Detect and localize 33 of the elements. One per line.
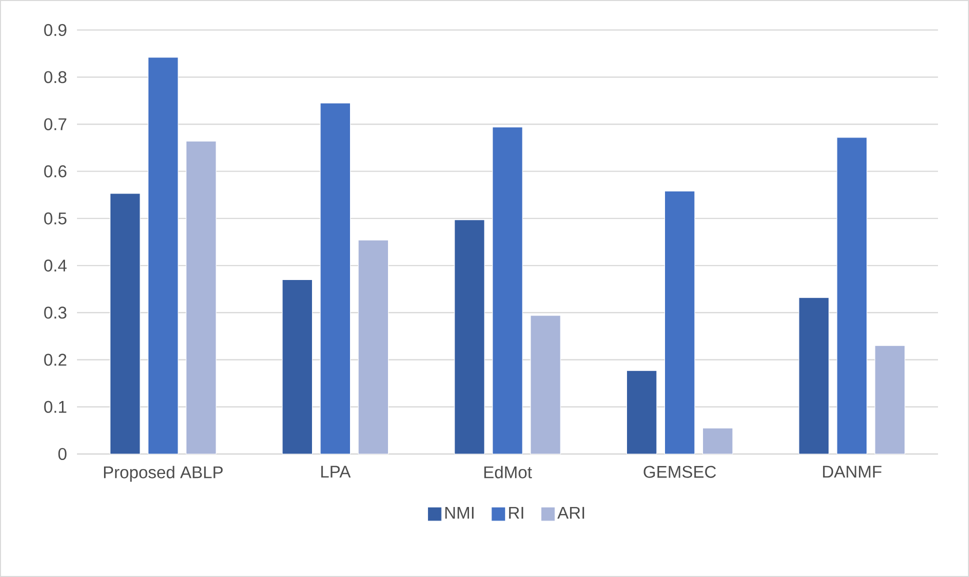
bar bbox=[110, 193, 140, 454]
x-tick-label: EdMot bbox=[484, 466, 532, 478]
y-tick-label: 0.5 bbox=[44, 212, 66, 224]
bar bbox=[626, 370, 658, 454]
bar bbox=[282, 279, 313, 454]
bar bbox=[148, 57, 178, 454]
legend-label: ARI bbox=[557, 506, 584, 519]
bar bbox=[836, 137, 868, 454]
bar bbox=[874, 345, 906, 454]
y-tick-label: 0.6 bbox=[44, 165, 66, 178]
y-tick-label: 0.1 bbox=[44, 400, 66, 413]
y-tick-label: 0.9 bbox=[44, 24, 66, 36]
x-tick-label: Proposed ABLP bbox=[104, 466, 223, 482]
legend-label: NMI bbox=[445, 506, 474, 519]
bar bbox=[186, 140, 216, 454]
y-tick-label: 0.7 bbox=[44, 118, 66, 130]
legend-label: RI bbox=[509, 506, 524, 519]
bar bbox=[702, 428, 734, 454]
y-tick-label: 0.4 bbox=[44, 260, 67, 272]
x-tick-label: DANMF bbox=[823, 466, 882, 478]
x-tick-label: GEMSEC bbox=[644, 466, 716, 478]
bar bbox=[798, 297, 830, 454]
y-tick-label: 0.2 bbox=[44, 354, 66, 366]
bar bbox=[492, 126, 523, 454]
bar bbox=[320, 102, 351, 454]
bar bbox=[454, 220, 485, 454]
y-tick-label: 0 bbox=[58, 448, 66, 460]
bar bbox=[664, 190, 696, 454]
bar bbox=[358, 240, 389, 454]
y-tick-label: 0.8 bbox=[44, 71, 66, 84]
bar bbox=[530, 315, 561, 454]
y-tick-label: 0.3 bbox=[44, 306, 66, 319]
x-tick-label: LPA bbox=[321, 466, 351, 478]
